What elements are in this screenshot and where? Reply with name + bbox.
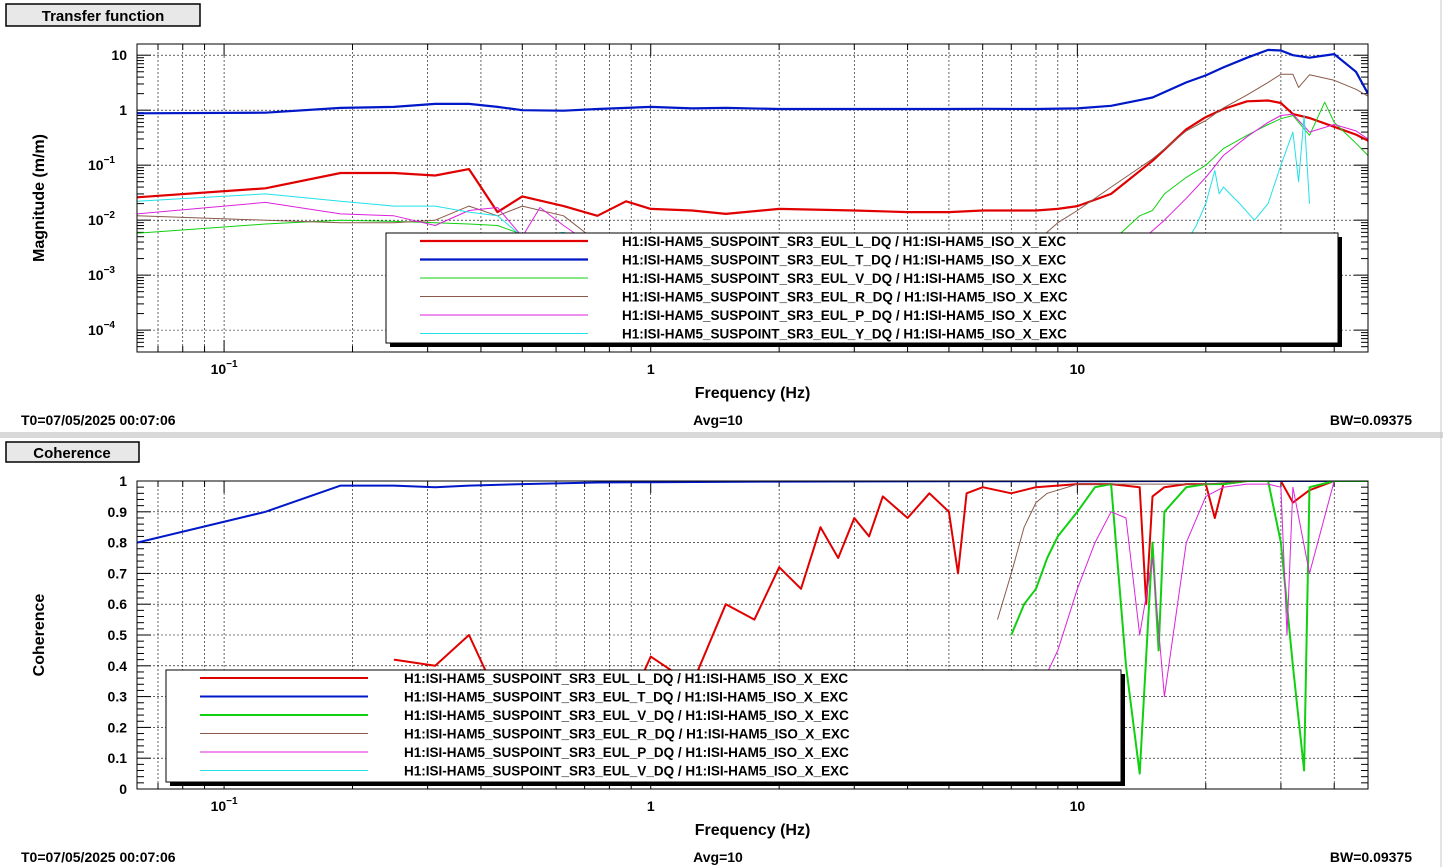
- legend[interactable]: H1:ISI-HAM5_SUSPOINT_SR3_EUL_L_DQ / H1:I…: [385, 232, 1342, 347]
- y-tick-label: 0.9: [108, 504, 128, 520]
- panel-2-footer-t0: T0=07/05/2025 00:07:06: [21, 849, 176, 865]
- x-tick-label: 1: [647, 798, 655, 814]
- y-axis-label: Coherence: [31, 594, 48, 677]
- x-axis-label: Frequency (Hz): [695, 385, 811, 402]
- y-tick-label: 1: [119, 473, 127, 489]
- legend-entry-label: H1:ISI-HAM5_SUSPOINT_SR3_EUL_L_DQ / H1:I…: [622, 234, 1066, 249]
- series-line-5: [137, 115, 1310, 243]
- legend-entry-label: H1:ISI-HAM5_SUSPOINT_SR3_EUL_Y_DQ / H1:I…: [622, 327, 1067, 342]
- x-axis-label: Frequency (Hz): [695, 822, 811, 839]
- legend-entry-label: H1:ISI-HAM5_SUSPOINT_SR3_EUL_R_DQ / H1:I…: [622, 290, 1068, 305]
- panel-1-footer-t0: T0=07/05/2025 00:07:06: [21, 412, 176, 428]
- panel-2-title: Coherence: [33, 445, 111, 462]
- series-group: [137, 48, 1368, 250]
- legend-entry-label: H1:ISI-HAM5_SUSPOINT_SR3_EUL_T_DQ / H1:I…: [404, 690, 848, 705]
- panel-1-title: Transfer function: [42, 8, 165, 25]
- tick-marks: [137, 480, 1368, 790]
- series-line-2: [1010, 481, 1368, 775]
- plot-frame: [136, 43, 1369, 353]
- panel-2-title-box[interactable]: Coherence: [5, 441, 140, 463]
- series-line-1: [137, 48, 1368, 115]
- legend-entry-label: H1:ISI-HAM5_SUSPOINT_SR3_EUL_V_DQ / H1:I…: [404, 708, 849, 723]
- y-tick-label: 0.5: [108, 627, 128, 643]
- legend-entry-label: H1:ISI-HAM5_SUSPOINT_SR3_EUL_P_DQ / H1:I…: [622, 308, 1067, 323]
- y-axis-label: Magnitude (m/m): [31, 134, 48, 262]
- y-tick-label: 1: [119, 102, 127, 118]
- series-line-3: [997, 481, 1368, 620]
- series-line-0: [137, 99, 1368, 217]
- y-tick-label: 0.7: [108, 565, 128, 581]
- series-line-4: [1035, 481, 1368, 698]
- legend-entry-label: H1:ISI-HAM5_SUSPOINT_SR3_EUL_V_DQ / H1:I…: [404, 764, 849, 779]
- y-tick-label: 0.6: [108, 596, 128, 612]
- y-tick-label: 0.3: [108, 689, 128, 705]
- y-tick-label: 0.4: [108, 658, 128, 674]
- y-tick-label: 0.8: [108, 535, 128, 551]
- legend-entry-label: H1:ISI-HAM5_SUSPOINT_SR3_EUL_V_DQ / H1:I…: [622, 271, 1067, 286]
- panel-1-footer-avg: Avg=10: [693, 412, 743, 428]
- x-tick-label: 10: [1070, 361, 1086, 377]
- x-tick-label: 10: [1070, 798, 1086, 814]
- legend-entry-label: H1:ISI-HAM5_SUSPOINT_SR3_EUL_R_DQ / H1:I…: [404, 727, 850, 742]
- panel-2-footer-avg: Avg=10: [693, 849, 743, 865]
- panel-1-title-box[interactable]: Transfer function: [5, 3, 201, 27]
- series-line-3: [137, 73, 1368, 243]
- legend-box: [165, 669, 1122, 783]
- legend[interactable]: H1:ISI-HAM5_SUSPOINT_SR3_EUL_L_DQ / H1:I…: [165, 669, 1125, 786]
- plot-frame: [136, 480, 1369, 790]
- legend-entry-label: H1:ISI-HAM5_SUSPOINT_SR3_EUL_T_DQ / H1:I…: [622, 253, 1066, 268]
- legend-box: [385, 232, 1339, 344]
- y-tick-label: 10: [111, 47, 127, 63]
- pane-separator[interactable]: [0, 432, 1443, 438]
- coherence-plot[interactable]: 10−1 1 1000.10.20.30.40.50.60.70.80.91Freq…: [31, 473, 1369, 839]
- y-tick-label: 0.2: [108, 719, 128, 735]
- series-line-2: [137, 101, 1368, 250]
- y-tick-label: 0.1: [108, 750, 128, 766]
- legend-entry-label: H1:ISI-HAM5_SUSPOINT_SR3_EUL_L_DQ / H1:I…: [404, 671, 848, 686]
- panel-1-footer-bw: BW=0.09375: [1330, 412, 1412, 428]
- series-line-4: [137, 113, 1368, 250]
- panel-2-footer-bw: BW=0.09375: [1330, 849, 1412, 865]
- legend-entry-label: H1:ISI-HAM5_SUSPOINT_SR3_EUL_P_DQ / H1:I…: [404, 745, 849, 760]
- y-tick-label: 0: [119, 781, 127, 797]
- x-tick-label: 1: [647, 361, 655, 377]
